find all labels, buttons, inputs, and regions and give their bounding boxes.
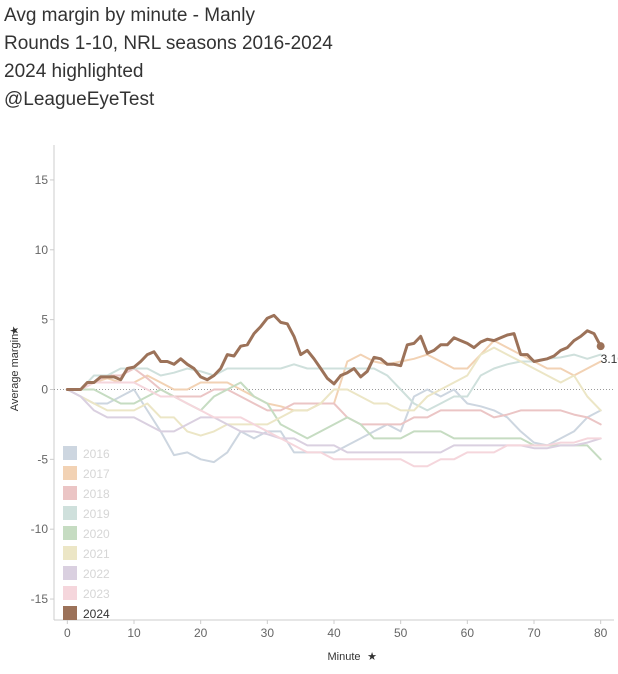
legend-label: 2021 — [83, 547, 110, 561]
legend-item-2021[interactable]: 2021 — [63, 546, 110, 561]
legend-label: 2023 — [83, 587, 110, 601]
chart-title: Avg margin by minute - Manly — [4, 5, 255, 26]
series-line-2019[interactable] — [66, 353, 602, 412]
legend-label: 2016 — [83, 447, 110, 461]
pin-icon[interactable]: ★ — [9, 325, 21, 335]
legend-swatch — [63, 526, 77, 540]
legend-swatch — [63, 466, 77, 480]
chart-highlight-note: 2024 highlighted — [4, 61, 144, 82]
x-tick-label: 60 — [461, 626, 475, 640]
y-tick-label: 0 — [41, 382, 48, 396]
series-line-2020[interactable] — [66, 381, 602, 461]
y-axis-title: Average margin — [9, 334, 21, 411]
x-tick-label: 30 — [261, 626, 275, 640]
x-tick-label: 20 — [194, 626, 208, 640]
legend-label: 2019 — [83, 507, 110, 521]
y-tick-label: 10 — [35, 243, 49, 257]
legend-item-2019[interactable]: 2019 — [63, 506, 110, 521]
x-tick-label: 80 — [594, 626, 608, 640]
legend-item-2018[interactable]: 2018 — [63, 486, 110, 501]
legend-swatch — [63, 446, 77, 460]
chart-subtitle: Rounds 1-10, NRL seasons 2016-2024 — [4, 33, 333, 54]
series-line-2023[interactable] — [66, 381, 602, 468]
legend-swatch — [63, 586, 77, 600]
series-line-2024[interactable] — [65, 313, 603, 391]
legend-label: 2024 — [83, 607, 110, 621]
legend-swatch — [63, 546, 77, 560]
end-point-marker — [596, 342, 605, 351]
legend-swatch — [63, 486, 77, 500]
legend-label: 2020 — [83, 527, 110, 541]
end-value-label: 3.10 — [601, 352, 618, 366]
y-tick-label: -10 — [31, 522, 49, 536]
series-line-2021[interactable] — [66, 346, 602, 437]
author-handle: @LeagueEyeTest — [4, 89, 155, 110]
y-tick-label: -15 — [31, 592, 49, 606]
series-line-2022[interactable] — [66, 388, 602, 454]
series-layer — [65, 313, 603, 468]
legend-label: 2017 — [83, 467, 110, 481]
legend-label: 2018 — [83, 487, 110, 501]
x-tick-label: 70 — [527, 626, 541, 640]
chart-labels: 3.10 — [596, 342, 618, 366]
legend-item-2022[interactable]: 2022 — [63, 566, 110, 581]
pin-icon[interactable]: ★ — [367, 651, 377, 663]
x-tick-label: 10 — [127, 626, 141, 640]
legend-item-2024[interactable]: 2024 — [63, 606, 110, 621]
title-block: Avg margin by minute - Manly Rounds 1-10… — [4, 2, 333, 114]
x-axis-title: Minute — [327, 651, 360, 663]
x-tick-label: 50 — [394, 626, 408, 640]
legend-item-2023[interactable]: 2023 — [63, 586, 110, 601]
series-line-2018[interactable] — [66, 367, 602, 426]
legend-swatch — [63, 606, 77, 620]
legend-item-2020[interactable]: 2020 — [63, 526, 110, 541]
legend-item-2017[interactable]: 2017 — [63, 466, 110, 481]
y-tick-label: 15 — [35, 173, 49, 187]
legend-swatch — [63, 506, 77, 520]
x-tick-label: 0 — [64, 626, 71, 640]
legend-swatch — [63, 566, 77, 580]
y-tick-label: 5 — [41, 313, 48, 327]
x-tick-label: 40 — [327, 626, 341, 640]
legend-label: 2022 — [83, 567, 110, 581]
series-line-2016[interactable] — [66, 388, 602, 464]
y-tick-label: -5 — [37, 452, 48, 466]
legend[interactable]: 2016 2017 2018 2019 2020 2021 2022 2023 2024 — [63, 446, 110, 621]
legend-item-2016[interactable]: 2016 — [63, 446, 110, 461]
